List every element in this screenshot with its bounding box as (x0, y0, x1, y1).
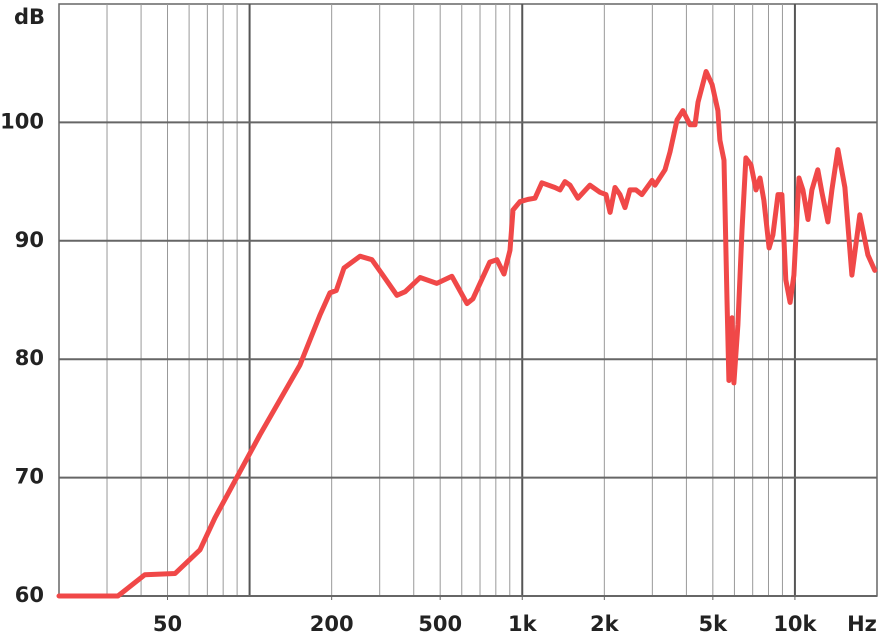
x-axis-label: Hz (847, 612, 877, 636)
x-tick-label: 5k (699, 612, 729, 636)
response-line (56, 69, 878, 599)
y-tick-label: 100 (0, 109, 44, 133)
x-tick-label: 50 (153, 612, 182, 636)
x-tick-label: 10k (773, 612, 817, 636)
y-tick-label: 70 (15, 465, 44, 489)
y-tick-label: 60 (15, 583, 44, 607)
x-tick-label: 1k (508, 612, 538, 636)
x-tick-label: 200 (310, 612, 354, 636)
x-tick-label: 500 (418, 612, 462, 636)
x-tick-label: 2k (590, 612, 620, 636)
y-tick-label: 90 (15, 228, 44, 252)
y-tick-label: 80 (15, 346, 44, 370)
y-axis-label: dB (14, 5, 45, 29)
